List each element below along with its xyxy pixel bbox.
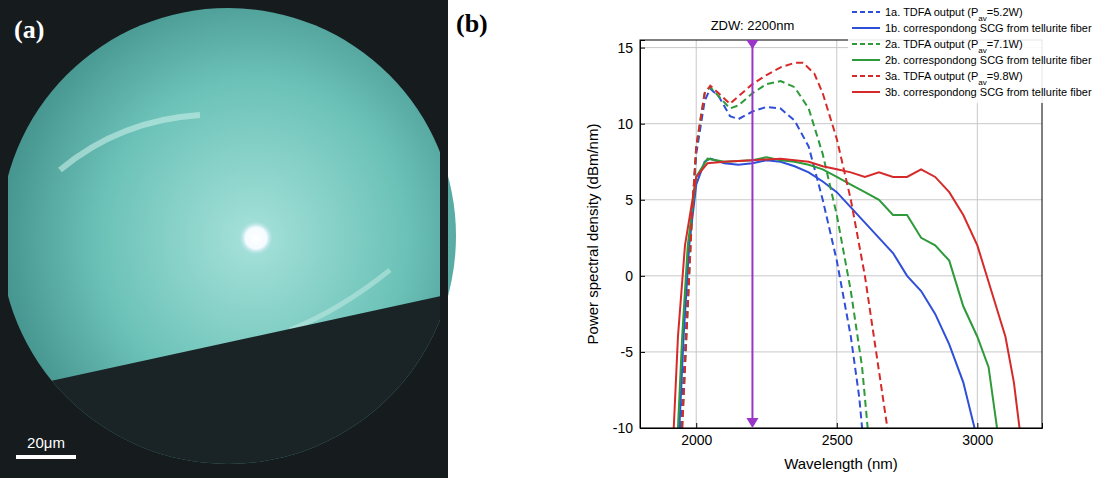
x-axis-title: Wavelength (nm) [784, 455, 898, 472]
legend-swatch [852, 27, 880, 29]
y-tick-label: 0 [625, 268, 633, 284]
x-tick-label: 3000 [962, 432, 993, 448]
y-tick: 15 [617, 40, 645, 56]
y-tick: 5 [625, 192, 645, 208]
y-tick-mark [640, 428, 645, 429]
annotation-arrowhead [746, 418, 758, 428]
y-grid-line [640, 275, 1042, 276]
y-tick-label: -5 [621, 344, 634, 360]
legend-label: 2b. correspondong SCG from tellurite fib… [885, 54, 1092, 66]
x-tick: 2000 [681, 423, 712, 448]
y-grid-line [640, 199, 1042, 200]
panel-label: (a) [14, 15, 44, 44]
legend-swatch [852, 11, 880, 13]
x-grid-line [696, 40, 697, 428]
annotation-label: ZDW: 2200nm [711, 18, 795, 33]
legend-swatch [852, 43, 880, 45]
spectrum-line [682, 63, 887, 428]
legend-background [848, 3, 1096, 103]
y-tick-label: -10 [613, 420, 633, 436]
spectrum-line [679, 159, 974, 428]
panel-a: (a) 20μm [0, 0, 460, 478]
legend-label: 2a. TDFA output (Pav=7.1W) [885, 38, 1023, 55]
x-tick: 3000 [962, 423, 993, 448]
fiber-cladding [0, 0, 460, 478]
y-axis-line [641, 41, 646, 429]
y-tick-label: 10 [617, 116, 633, 132]
y-tick-mark [640, 48, 645, 49]
y-grid-line [640, 351, 1042, 352]
y-tick-mark [640, 200, 645, 201]
legend-label: 1b. correspondong SCG from tellurite fib… [885, 22, 1092, 34]
y-tick-mark [640, 124, 645, 125]
legend-label: 1a. TDFA output (Pav=5.2W) [885, 6, 1023, 23]
scale-bar-label: 20μm [27, 434, 65, 451]
y-tick-label: 15 [617, 40, 633, 56]
y-axis-title: Power spectral density (dBm/nm) [584, 124, 601, 345]
x-grid-line [836, 40, 837, 428]
fiber-streak [60, 115, 200, 170]
y-axis: -10 -5 0 5 10 15 [613, 40, 645, 436]
spectrum-line [674, 159, 1020, 428]
plot-lines [674, 63, 1020, 428]
y-tick: -10 [613, 420, 645, 436]
x-tick-label: 2000 [681, 432, 712, 448]
fiber-cleave-shadow [0, 292, 460, 478]
legend-label: 3a. TDFA output (Pav=9.8W) [885, 70, 1023, 87]
y-tick: 0 [625, 268, 645, 284]
legend-label: 3b. correspondong SCG from tellurite fib… [885, 86, 1092, 98]
legend-swatch [852, 59, 880, 61]
y-grid-line [640, 123, 1042, 124]
y-tick: 10 [617, 116, 645, 132]
spectrum-line [682, 81, 868, 428]
legend: 1a. TDFA output (Pav=5.2W)1b. correspond… [848, 3, 1096, 103]
x-tick-mark [696, 423, 697, 428]
panel-label: (b) [456, 9, 488, 38]
figure: (a) 20μm (b) 2000 2500 3000 -10 -5 0 5 10 15 Wavelen… [0, 0, 1098, 478]
spectrum-line [681, 89, 862, 428]
x-axis-line [641, 423, 1043, 429]
photo-border [4, 4, 444, 474]
y-tick-mark [640, 352, 645, 353]
legend-swatch [852, 75, 880, 77]
y-tick-label: 5 [625, 192, 633, 208]
x-axis: 2000 2500 3000 [641, 423, 1043, 448]
annotation-arrowhead [746, 40, 758, 49]
panel-b: (b) 2000 2500 3000 -10 -5 0 5 10 15 Wavelength (nm… [456, 3, 1096, 472]
fiber-core [238, 220, 274, 256]
legend-swatch [852, 91, 880, 93]
annotation-line [751, 44, 753, 420]
x-tick: 2500 [822, 423, 853, 448]
x-tick-label: 2500 [822, 432, 853, 448]
scale-bar [16, 455, 76, 459]
fiber [0, 0, 460, 478]
annotation: ZDW: 2200nm [711, 18, 795, 428]
y-tick: -5 [621, 344, 645, 360]
x-tick-mark [977, 423, 978, 428]
y-tick-mark [640, 276, 645, 277]
spectrum-line [678, 157, 997, 428]
x-tick-mark [837, 423, 838, 428]
